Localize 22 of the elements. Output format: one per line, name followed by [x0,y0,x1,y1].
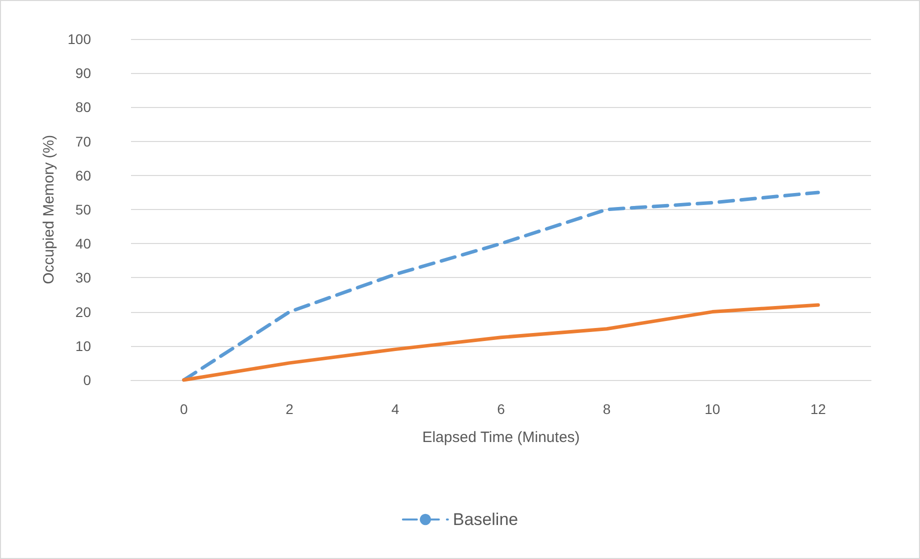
line-series [182,303,820,382]
x-tick-label: 8 [602,401,611,417]
y-tick-label: 30 [75,270,92,286]
y-tick-label: 80 [75,99,92,116]
y-tick-label: 60 [75,167,92,184]
y-tick-label: 40 [75,236,92,252]
y-tick-label: 10 [75,338,92,354]
x-tick-label: 2 [286,401,294,417]
x-tick-label: 6 [497,401,506,417]
y-tick-label: 50 [75,202,92,218]
x-tick-label: 4 [391,401,400,417]
y-tick-label: 90 [75,65,92,82]
x-tick-label: 0 [180,401,188,417]
x-tick-label: 12 [810,401,826,417]
x-tick-label: 10 [704,401,720,417]
x-axis-title: Elapsed Time (Minutes) [422,429,580,446]
y-tick-label: 100 [68,31,92,47]
y-tick-label: 70 [75,133,92,150]
y-tick-label: 0 [83,372,92,388]
legend-label: Baseline [452,510,518,529]
y-axis-title: Occupied Memory (%) [40,134,58,284]
y-tick-label: 20 [75,304,92,320]
